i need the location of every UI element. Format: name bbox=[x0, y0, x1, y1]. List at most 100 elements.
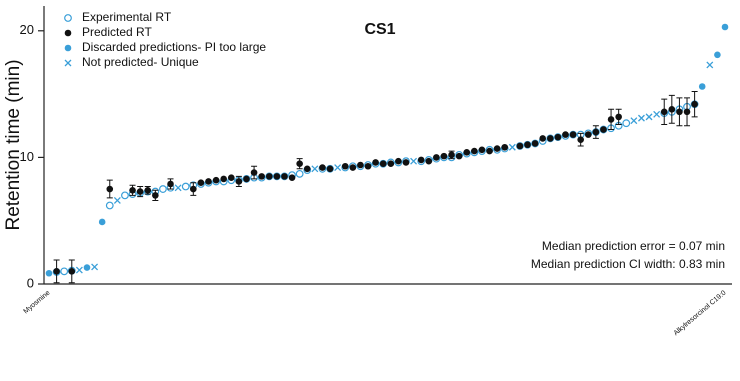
filled-circle bbox=[425, 157, 433, 165]
filled-circle bbox=[417, 156, 425, 164]
marker-x bbox=[113, 196, 121, 204]
filled-circle bbox=[524, 141, 531, 149]
filled-circle bbox=[144, 187, 152, 194]
filled-circle bbox=[212, 176, 220, 184]
filled-circle bbox=[493, 145, 501, 152]
filled-circle bbox=[83, 264, 91, 271]
filled-circle bbox=[516, 142, 524, 150]
filled-circle bbox=[227, 174, 235, 181]
filled-circle bbox=[357, 161, 364, 169]
filled-circle bbox=[45, 269, 53, 277]
marker-x bbox=[637, 114, 645, 122]
filled-circle bbox=[326, 165, 334, 173]
filled-circle bbox=[341, 162, 349, 170]
filled-circle bbox=[714, 51, 721, 59]
filled-circle bbox=[136, 188, 144, 195]
y-axis-label: Retention time (min) bbox=[3, 59, 24, 230]
filled-circle bbox=[402, 159, 410, 166]
filled-circle bbox=[440, 152, 448, 160]
filled-circle bbox=[691, 100, 698, 108]
filled-circle bbox=[235, 178, 243, 185]
annotation: Median prediction CI width: 0.83 min bbox=[531, 257, 725, 271]
legend-label: Not predicted- Unique bbox=[82, 55, 199, 69]
legend-label: Predicted RT bbox=[82, 25, 152, 39]
filled-circle bbox=[721, 23, 729, 31]
filled-circle bbox=[190, 185, 197, 193]
marker-x bbox=[91, 263, 99, 271]
marker-x bbox=[174, 184, 182, 192]
filled-circle bbox=[433, 154, 440, 161]
filled-circle bbox=[607, 116, 615, 123]
filled-circle bbox=[395, 157, 402, 165]
marker-x bbox=[311, 165, 319, 173]
filled-circle bbox=[265, 173, 273, 180]
chart-title: CS1 bbox=[364, 21, 395, 38]
filled-circle bbox=[539, 135, 547, 142]
filled-circle bbox=[531, 140, 539, 147]
filled-circle bbox=[68, 268, 76, 275]
filled-circle bbox=[660, 108, 668, 116]
filled-circle bbox=[349, 164, 357, 171]
filled-circle bbox=[562, 131, 569, 138]
filled-circle bbox=[478, 146, 486, 154]
filled-circle bbox=[364, 162, 372, 170]
filled-circle bbox=[197, 179, 205, 187]
legend-label: Experimental RT bbox=[82, 10, 172, 24]
marker-x bbox=[334, 164, 342, 171]
filled-circle bbox=[577, 136, 584, 143]
filled-circle bbox=[554, 133, 562, 141]
open-circle bbox=[159, 185, 167, 193]
marker-x bbox=[64, 59, 72, 67]
filled-circle bbox=[600, 126, 607, 133]
filled-circle bbox=[547, 135, 554, 142]
filled-circle bbox=[379, 160, 387, 168]
filled-circle bbox=[448, 151, 455, 159]
annotation: Median prediction error = 0.07 min bbox=[542, 239, 725, 253]
filled-circle bbox=[152, 192, 159, 199]
filled-circle bbox=[288, 174, 296, 181]
marker-x bbox=[706, 61, 714, 69]
filled-circle bbox=[592, 128, 600, 136]
marker-x bbox=[645, 113, 653, 121]
marker-x bbox=[410, 157, 418, 165]
filled-circle bbox=[167, 180, 174, 188]
open-circle bbox=[181, 182, 190, 191]
filled-circle bbox=[676, 108, 683, 116]
filled-circle bbox=[387, 160, 395, 168]
filled-circle bbox=[463, 149, 471, 156]
x-tick-label: Myosmine bbox=[23, 290, 52, 316]
filled-circle bbox=[250, 169, 258, 176]
filled-circle bbox=[296, 160, 303, 168]
marker-x bbox=[508, 143, 516, 151]
filled-circle bbox=[281, 173, 288, 180]
filled-circle bbox=[615, 113, 622, 121]
filled-circle bbox=[584, 131, 592, 138]
filled-circle bbox=[258, 173, 265, 180]
filled-circle bbox=[668, 105, 676, 113]
filled-circle bbox=[569, 131, 577, 138]
filled-circle bbox=[455, 152, 463, 160]
open-circle bbox=[60, 267, 69, 276]
x-tick-label: Alkylresorcinol C19:0 bbox=[673, 290, 728, 338]
open-circle bbox=[105, 201, 114, 210]
filled-circle bbox=[486, 147, 493, 155]
legend-label: Discarded predictions- PI too large bbox=[82, 40, 266, 54]
open-circle bbox=[295, 169, 304, 178]
y-tick-label: 0 bbox=[27, 275, 34, 290]
open-circle bbox=[64, 14, 72, 22]
y-tick-label: 20 bbox=[20, 22, 34, 37]
filled-circle bbox=[205, 178, 212, 185]
y-tick-label: 10 bbox=[20, 149, 34, 164]
filled-circle bbox=[698, 83, 706, 90]
open-circle bbox=[622, 119, 631, 128]
filled-circle bbox=[471, 147, 478, 155]
filled-circle bbox=[243, 175, 250, 183]
marker-x bbox=[653, 110, 661, 118]
filled-circle bbox=[129, 187, 136, 194]
filled-circle bbox=[501, 143, 509, 151]
marker-x bbox=[75, 266, 83, 274]
filled-circle bbox=[303, 165, 311, 173]
filled-circle bbox=[98, 218, 106, 226]
filled-circle bbox=[53, 268, 60, 275]
